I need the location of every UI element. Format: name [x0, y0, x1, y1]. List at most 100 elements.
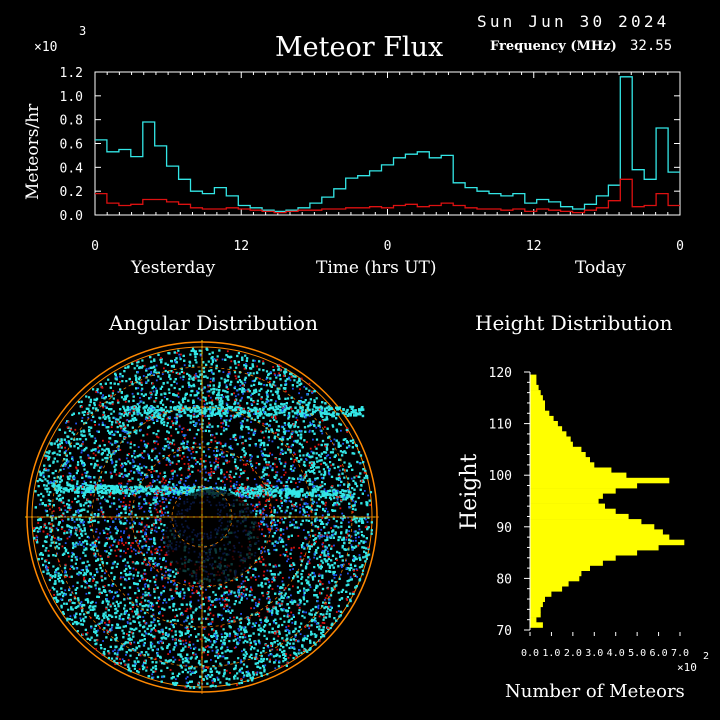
angular-point: [251, 364, 254, 367]
angular-point: [196, 639, 199, 642]
angular-point: [80, 400, 83, 403]
angular-point: [109, 382, 112, 385]
angular-point: [173, 646, 176, 649]
angular-point: [153, 408, 156, 411]
angular-point: [248, 674, 252, 677]
angular-point: [247, 571, 250, 574]
angular-point: [124, 506, 127, 509]
angular-point: [91, 548, 94, 551]
angular-point: [208, 430, 211, 433]
angular-point: [215, 630, 218, 633]
angular-point: [53, 476, 56, 480]
angular-point: [249, 590, 252, 593]
angular-point: [316, 625, 319, 629]
flux-y-tick-label: 0.2: [60, 185, 83, 200]
angular-point: [265, 483, 268, 487]
angular-point: [162, 455, 165, 458]
angular-point: [280, 438, 283, 441]
angular-point: [97, 451, 100, 454]
angular-point: [47, 452, 50, 455]
angular-point: [59, 508, 63, 511]
angular-point: [141, 665, 144, 668]
angular-point: [263, 442, 266, 445]
angular-point: [59, 477, 62, 480]
angular-point: [162, 382, 165, 385]
angular-point: [359, 558, 362, 561]
angular-point: [151, 387, 154, 390]
angular-point: [328, 564, 331, 567]
angular-point: [319, 519, 322, 522]
angular-point: [63, 602, 66, 605]
angular-point: [307, 588, 310, 591]
angular-point: [325, 448, 329, 451]
angular-point: [101, 560, 104, 563]
angular-point: [267, 461, 271, 464]
angular-point: [275, 622, 278, 625]
angular-point: [265, 427, 268, 430]
angular-point: [166, 430, 169, 433]
angular-point: [76, 572, 79, 575]
angular-point: [71, 516, 74, 519]
angular-point: [302, 454, 305, 457]
angular-point: [83, 496, 86, 499]
angular-point: [300, 433, 303, 436]
angular-point: [131, 477, 134, 480]
angular-point: [38, 518, 41, 521]
angular-point: [172, 624, 175, 627]
angular-point: [86, 510, 89, 513]
angular-point: [113, 575, 116, 579]
angular-point: [81, 603, 84, 606]
angular-point: [151, 649, 154, 652]
angular-point: [73, 597, 76, 600]
angular-point: [311, 483, 314, 486]
angular-point: [318, 566, 321, 569]
angular-point: [303, 460, 306, 464]
angular-point: [212, 390, 216, 393]
angular-point: [152, 502, 155, 505]
angular-point: [225, 386, 228, 389]
angular-point: [192, 364, 195, 367]
angular-point: [342, 514, 345, 518]
angular-point: [309, 470, 312, 473]
angular-point: [130, 638, 133, 641]
angular-point: [123, 642, 126, 646]
angular-point: [256, 455, 259, 458]
angular-point: [114, 591, 117, 594]
angular-point: [85, 472, 88, 475]
angular-point: [35, 526, 39, 529]
angular-point: [251, 392, 254, 395]
angular-point: [145, 669, 148, 672]
angular-point: [83, 613, 86, 616]
angular-point: [287, 423, 290, 426]
angular-point: [105, 447, 108, 451]
angular-point: [173, 351, 176, 354]
angular-point: [56, 600, 59, 603]
angular-point: [290, 396, 293, 399]
angular-point: [101, 403, 104, 406]
angular-point: [216, 637, 219, 640]
angular-point: [112, 397, 115, 400]
angular-point: [212, 634, 216, 637]
angular-point: [185, 685, 188, 688]
angular-point: [253, 391, 256, 394]
angular-point: [183, 447, 186, 450]
angular-point: [240, 598, 243, 601]
angular-point: [236, 677, 239, 680]
angular-point: [225, 423, 228, 426]
angular-point: [174, 681, 177, 684]
angular-point: [263, 634, 266, 637]
angular-point: [369, 491, 373, 494]
flux-y-axis-label: Meteors/hr: [23, 103, 43, 200]
frequency-label: Frequency (MHz): [490, 39, 617, 54]
angular-point: [160, 646, 163, 649]
angular-point: [168, 375, 171, 378]
angular-point: [264, 534, 267, 538]
angular-point: [205, 402, 209, 405]
angular-point: [328, 544, 331, 547]
angular-point: [283, 465, 286, 468]
angular-point: [199, 675, 202, 678]
angular-point: [293, 379, 296, 382]
angular-point: [276, 639, 279, 642]
angular-point: [86, 598, 89, 601]
angular-point: [250, 403, 254, 406]
